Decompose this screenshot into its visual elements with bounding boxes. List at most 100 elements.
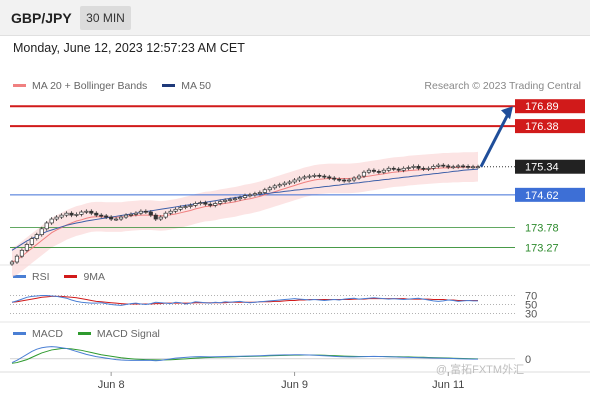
candle-body: [451, 166, 456, 169]
legend-item-macd: MACD: [13, 328, 63, 340]
candle-body: [183, 206, 188, 208]
candle-body: [446, 165, 451, 168]
candle-body: [173, 208, 178, 212]
legend-label-macd: MACD: [32, 328, 63, 340]
candle-body: [317, 174, 322, 177]
candle-body: [228, 199, 233, 201]
macd-legend: MACD MACD Signal: [13, 328, 160, 340]
legend-label-ma50: MA 50: [181, 80, 211, 92]
resistance-label: 176.38: [525, 121, 559, 133]
candle-body: [421, 167, 426, 170]
candle-body: [337, 178, 342, 181]
candle-body: [456, 165, 461, 168]
candle-body: [416, 165, 421, 169]
resistance-tag: [515, 99, 585, 114]
legend-item-ma20: MA 20 + Bollinger Bands: [13, 80, 147, 92]
candle-body: [347, 179, 352, 182]
x-tick-label: Jun 8: [98, 379, 125, 391]
candle-body: [104, 215, 109, 218]
candle-body: [118, 216, 124, 220]
candle-body: [188, 205, 193, 207]
last-price-label: 175.34: [525, 162, 559, 174]
candle-body: [74, 214, 79, 216]
candle-body: [79, 211, 84, 215]
candle-body: [237, 197, 243, 200]
candle-body: [203, 202, 208, 205]
forecast-arrow: [479, 111, 511, 168]
candle-body: [332, 177, 337, 180]
candle-body: [431, 165, 436, 169]
candle-body: [133, 212, 139, 215]
candle-body: [158, 216, 163, 220]
candle-body: [69, 212, 74, 216]
candle-body: [386, 167, 391, 171]
candle-body: [44, 222, 49, 230]
research-credit: Research © 2023 Trading Central: [424, 80, 581, 92]
candle-body: [466, 165, 471, 168]
candle-body: [475, 166, 481, 169]
support-label: 173.78: [525, 223, 559, 235]
candle-body: [208, 203, 213, 206]
macd-line: [11, 346, 479, 364]
main-legend: MA 20 + Bollinger Bands MA 50: [13, 80, 211, 92]
candle-body: [381, 169, 386, 173]
resistance-tag: [515, 119, 585, 134]
candle-body: [312, 174, 317, 177]
x-tick-label: Jun 9: [281, 379, 308, 391]
legend-label-macd-signal: MACD Signal: [96, 328, 160, 340]
candle-body: [470, 166, 476, 169]
candle-body: [34, 234, 39, 239]
chart-datetime: Monday, June 12, 2023 12:57:23 AM CET: [13, 41, 245, 55]
candle-body: [198, 202, 203, 204]
legend-item-rsi: RSI: [13, 271, 50, 283]
candle-body: [351, 177, 357, 181]
candle-body: [143, 210, 148, 213]
legend-label-rsi: RSI: [32, 271, 50, 283]
candle-body: [128, 214, 134, 216]
candle-body: [114, 218, 119, 221]
rsi-level-label: 50: [525, 300, 537, 312]
candle-body: [292, 179, 297, 183]
candle-body: [153, 214, 158, 220]
candle-body: [109, 216, 114, 220]
candle-body: [277, 184, 282, 187]
candle-body: [436, 164, 441, 167]
candle-body: [233, 198, 238, 201]
candle-body: [361, 171, 367, 177]
candle-body: [29, 238, 34, 245]
candle-body: [39, 228, 44, 236]
candle-body: [163, 212, 168, 218]
candle-body: [89, 210, 94, 214]
candle-body: [342, 179, 347, 182]
legend-swatch-macd: [13, 331, 26, 335]
candle-body: [401, 167, 406, 171]
legend-label-ma20: MA 20 + Bollinger Bands: [32, 80, 148, 92]
legend-swatch-ma50: [162, 83, 176, 87]
candle-body: [59, 214, 64, 218]
candle-body: [441, 164, 446, 167]
rsi-level-label: 70: [525, 291, 537, 303]
legend-label-9ma: 9MA: [83, 271, 106, 283]
candle-body: [19, 249, 24, 257]
candle-body: [242, 195, 248, 198]
candle-body: [371, 169, 376, 172]
timeframe-button[interactable]: 30 MIN: [80, 6, 131, 30]
candle-body: [411, 165, 416, 168]
candle-body: [297, 177, 302, 181]
candle-body: [213, 203, 218, 206]
candle-body: [426, 167, 431, 170]
legend-item-rsi-9ma: 9MA: [64, 271, 105, 283]
legend-item-ma50: MA 50: [162, 80, 211, 92]
candle-body: [148, 211, 153, 216]
candle-body: [54, 216, 59, 220]
candle-body: [84, 210, 89, 213]
pivot-label: 174.62: [525, 190, 559, 202]
candle-body: [327, 176, 332, 179]
rsi-level-label: 30: [525, 309, 537, 321]
candle-body: [14, 255, 20, 263]
candle-body: [223, 199, 228, 202]
legend-swatch-rsi: [13, 274, 26, 278]
candle-body: [99, 214, 104, 217]
candle-body: [282, 182, 287, 186]
